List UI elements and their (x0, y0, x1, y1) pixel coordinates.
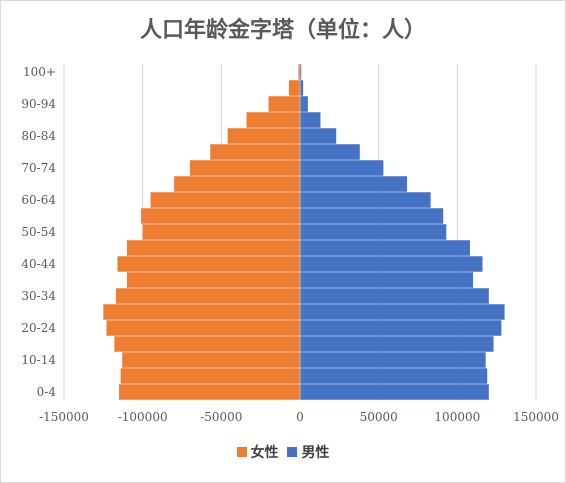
x-tick-label-4: 50000 (360, 410, 398, 424)
bar-female-85-89 (246, 112, 300, 128)
bar-female-80-84 (227, 128, 300, 144)
legend-item-male: 男性 (287, 442, 329, 462)
bar-female-75-79 (210, 144, 300, 160)
bar-female-25-29 (103, 304, 300, 320)
bar-female-70-74 (189, 160, 300, 176)
bar-female-20-24 (106, 320, 300, 336)
bar-male-15-19 (300, 336, 494, 352)
bar-male-70-74 (300, 160, 384, 176)
legend-swatch-female (236, 447, 247, 457)
bar-male-95-99 (300, 80, 304, 96)
bar-female-40-44 (117, 256, 300, 272)
x-tick-label-5: 100000 (434, 410, 480, 424)
legend-label-male: 男性 (301, 445, 330, 461)
x-tick-label-1: -100000 (118, 410, 168, 424)
bar-male-20-24 (300, 320, 502, 336)
bar-male-40-44 (300, 256, 483, 272)
y-tick-label-90-94: 90-94 (21, 97, 56, 111)
bar-female-15-19 (114, 336, 300, 352)
bar-female-90-94 (268, 96, 300, 112)
x-tick-label-3: 0 (296, 410, 304, 424)
bar-female-35-39 (126, 272, 300, 288)
bar-female-0-4 (119, 384, 300, 400)
y-tick-label-50-54: 50-54 (21, 225, 56, 239)
bar-male-65-69 (300, 176, 407, 192)
legend-swatch-male (287, 447, 298, 457)
y-tick-label-80-84: 80-84 (21, 129, 56, 143)
bar-female-65-69 (174, 176, 300, 192)
bar-male-30-34 (300, 288, 489, 304)
bar-male-45-49 (300, 240, 470, 256)
y-tick-label-30-34: 30-34 (21, 289, 56, 303)
y-tick-label-70-74: 70-74 (21, 161, 56, 175)
bar-male-85-89 (300, 112, 321, 128)
legend-item-female: 女性 (236, 442, 279, 462)
y-tick-label-100+: 100+ (23, 65, 56, 79)
bar-male-60-64 (300, 192, 431, 208)
bar-female-10-14 (122, 352, 300, 368)
bar-male-10-14 (300, 352, 486, 368)
legend-label-female: 女性 (250, 445, 279, 461)
x-tick-label-0: -150000 (39, 410, 89, 424)
bar-male-50-54 (300, 224, 447, 240)
bar-male-100+ (300, 64, 302, 80)
bar-male-0-4 (300, 384, 489, 400)
bar-male-75-79 (300, 144, 360, 160)
bar-female-60-64 (150, 192, 300, 208)
legend: 女性 男性 (0, 442, 566, 462)
bar-female-50-54 (142, 224, 300, 240)
x-tick-label-2: -50000 (200, 410, 242, 424)
bar-female-30-34 (115, 288, 300, 304)
y-tick-label-60-64: 60-64 (21, 193, 56, 207)
bar-male-5-9 (300, 368, 488, 384)
y-tick-label-20-24: 20-24 (21, 321, 56, 335)
bar-female-95-99 (288, 80, 300, 96)
bar-female-5-9 (120, 368, 300, 384)
bar-male-80-84 (300, 128, 337, 144)
bar-female-45-49 (126, 240, 300, 256)
y-tick-label-0-4: 0-4 (37, 385, 57, 399)
bar-male-90-94 (300, 96, 308, 112)
bar-female-55-59 (141, 208, 300, 224)
y-tick-label-40-44: 40-44 (21, 257, 56, 271)
bar-female-100+ (298, 64, 300, 80)
bar-male-25-29 (300, 304, 505, 320)
y-tick-label-10-14: 10-14 (21, 353, 56, 367)
x-tick-label-6: 150000 (513, 410, 559, 424)
bar-male-35-39 (300, 272, 474, 288)
chart-title: 人口年龄金字塔（单位：人） (139, 17, 426, 43)
bar-male-55-59 (300, 208, 444, 224)
